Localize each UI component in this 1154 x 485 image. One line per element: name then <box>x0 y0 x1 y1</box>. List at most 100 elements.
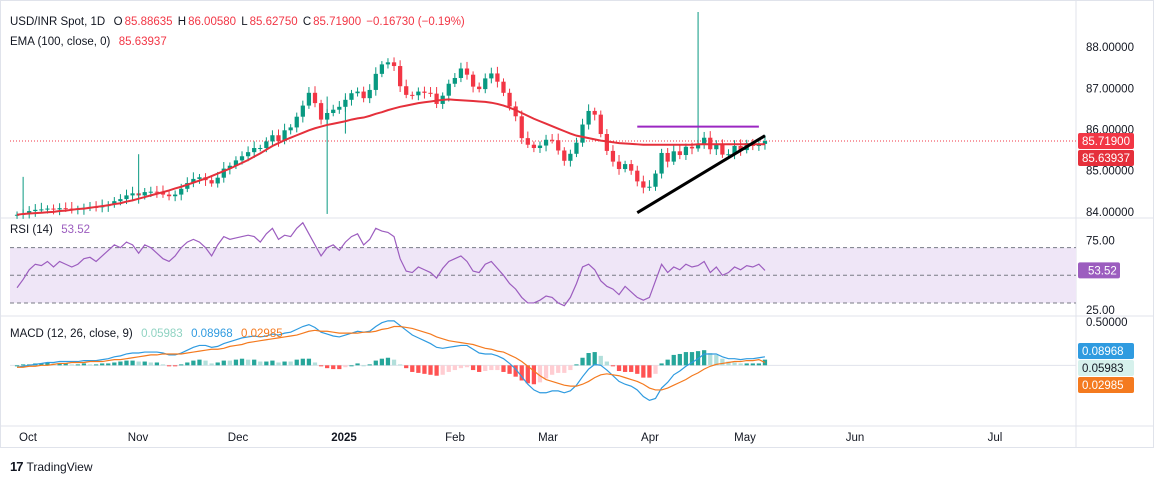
candle-body <box>726 154 731 156</box>
open-value: 85.88635 <box>124 16 173 28</box>
macd-histogram-bar <box>343 365 348 368</box>
candle-body <box>416 91 421 96</box>
candle-body <box>288 127 293 131</box>
macd-histogram-bar <box>154 362 160 366</box>
macd-histogram-bar <box>361 365 366 367</box>
candle-body <box>245 152 251 157</box>
macd-histogram-bar <box>45 362 50 366</box>
macd-histogram-bar <box>519 365 524 381</box>
macd-histogram-bar <box>434 365 439 376</box>
macd-histogram-bar <box>69 364 74 366</box>
candle-body <box>647 186 652 188</box>
candle-body <box>513 106 518 117</box>
macd-histogram-bar <box>160 364 166 366</box>
macd-histogram-bar <box>173 365 178 367</box>
macd-signal-badge: 0.02985 <box>1082 380 1124 392</box>
candle-body <box>458 68 464 78</box>
macd-histogram-bar <box>677 353 682 366</box>
candle-body <box>610 150 616 162</box>
low-label: L <box>241 16 248 28</box>
last-price-badge-bg <box>1078 133 1134 150</box>
macd-histogram-bar <box>14 365 20 367</box>
macd-histogram-bar <box>756 363 762 366</box>
high-label: H <box>177 16 187 28</box>
candle-body <box>592 110 597 115</box>
macd-histogram-bar <box>276 362 281 366</box>
candle-body <box>562 150 567 161</box>
price-tick-label: 87.00000 <box>1086 83 1134 95</box>
tradingview-logo-icon: 17 <box>10 459 24 474</box>
signal-line <box>17 325 766 391</box>
candle-body <box>641 181 646 188</box>
candle-body <box>635 170 640 182</box>
candle-body <box>179 188 184 195</box>
macd-histogram-bar <box>373 360 378 366</box>
price-tick-label: 88.00000 <box>1086 42 1134 54</box>
candle-body <box>51 208 56 210</box>
macd-tick-label: 0.50000 <box>1086 317 1128 329</box>
candle-body <box>689 146 695 149</box>
macd-histogram-bar <box>683 352 689 366</box>
macd-histogram-bar <box>245 359 251 366</box>
x-tick-label: Feb <box>445 432 465 444</box>
high-value: 86.00580 <box>188 16 237 28</box>
macd-histogram-bar <box>221 360 226 366</box>
macd-histogram-bar <box>233 359 239 366</box>
candle-body <box>556 140 561 151</box>
macd-histogram-bar <box>142 361 147 366</box>
macd-histogram-bar <box>300 358 305 366</box>
candle-body <box>239 156 245 161</box>
macd-histogram-bar <box>665 359 670 366</box>
candle-body <box>27 211 32 214</box>
candle-body <box>489 73 494 79</box>
macd-histogram-bar <box>610 365 616 367</box>
macd-value: 0.08968 <box>191 328 233 340</box>
candle-body <box>39 209 44 211</box>
macd-histogram-bar <box>385 357 391 366</box>
macd-histogram-bar <box>629 365 634 372</box>
candle-body <box>720 143 725 155</box>
macd-histogram-bar <box>592 352 597 366</box>
macd-histogram-bar <box>580 357 585 366</box>
candle-body <box>337 106 342 110</box>
macd-line <box>16 320 766 401</box>
trendline <box>636 134 766 214</box>
macd-histogram-bar <box>63 363 68 366</box>
close-label: C <box>302 16 312 28</box>
candle-body <box>385 62 391 65</box>
candle-body <box>404 86 409 95</box>
candle-body <box>762 141 768 144</box>
candle-body <box>166 194 172 197</box>
candle-body <box>659 152 664 174</box>
candle-body <box>738 145 743 151</box>
macd-histogram-bar <box>702 350 707 366</box>
macd-histogram-bar <box>622 365 628 372</box>
tradingview-footer[interactable]: 17 TradingView <box>10 459 93 474</box>
candle-body <box>622 164 628 170</box>
candle-body <box>160 192 166 195</box>
rsi-line <box>16 221 766 307</box>
candle-body <box>252 148 257 153</box>
macd-histogram-bar <box>586 353 591 366</box>
macd-histogram-bar <box>391 359 397 366</box>
candle-body <box>221 168 226 178</box>
macd-histogram-bar <box>410 365 415 372</box>
macd-histogram-bar <box>647 365 652 378</box>
macd-histogram-bar <box>81 363 87 366</box>
macd-histogram-bar <box>179 364 184 366</box>
candle-body <box>452 77 457 84</box>
macd-histogram-bar <box>270 360 275 366</box>
macd-histogram-bar <box>750 363 755 366</box>
ema-line <box>16 98 765 216</box>
macd-histogram-bar <box>130 360 135 366</box>
candle-body <box>300 105 305 117</box>
candle-body <box>264 141 269 149</box>
macd-histogram-bar <box>379 358 385 366</box>
candle-body <box>312 92 318 104</box>
candle-body <box>604 134 609 151</box>
x-tick-label: 2025 <box>331 432 357 444</box>
macd-badge-bg <box>1078 343 1134 359</box>
macd-histogram-bar <box>689 352 695 366</box>
rsi-tick-label: 75.00 <box>1086 236 1115 248</box>
low-value: 85.62750 <box>249 16 298 28</box>
